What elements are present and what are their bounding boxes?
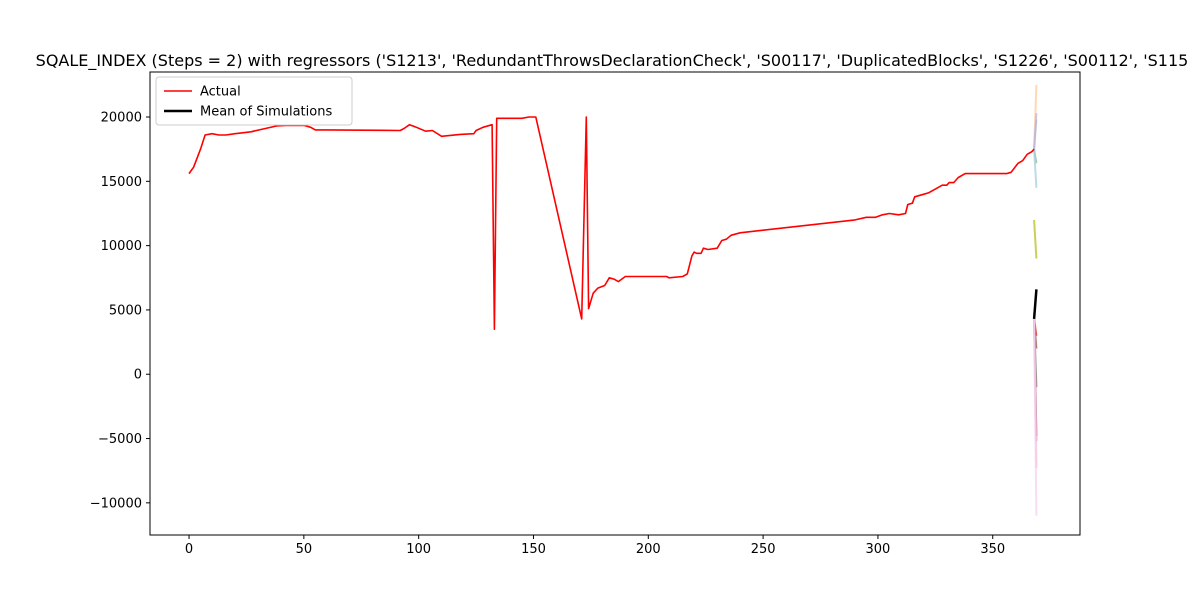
x-tick-label: 150 — [521, 542, 546, 557]
simulation-line-5 — [1033, 149, 1038, 188]
legend-box — [155, 76, 353, 126]
series-line-actual — [188, 116, 1035, 331]
x-tick-label: 350 — [980, 542, 1005, 557]
x-tick-label: 200 — [636, 542, 661, 557]
simulation-line-3 — [1033, 113, 1038, 150]
y-tick-label: 10000 — [101, 239, 142, 254]
y-tick-label: 20000 — [101, 111, 142, 126]
simulation-line-13 — [1033, 318, 1038, 516]
legend-label: Mean of Simulations — [200, 105, 332, 120]
simulation-lines — [1033, 84, 1038, 516]
x-tick-label: 50 — [296, 542, 313, 557]
simulation-line-6 — [1033, 219, 1038, 259]
series-lines — [188, 116, 1038, 331]
y-tick-label: 0 — [134, 368, 142, 383]
y-axis-ticks: −10000 −5000 0 5000 10000 15000 20000 — [90, 111, 150, 511]
y-tick-label: −5000 — [98, 432, 142, 447]
x-tick-label: 300 — [866, 542, 891, 557]
x-tick-label: 100 — [406, 542, 431, 557]
x-tick-label: 250 — [751, 542, 776, 557]
x-tick-label: 0 — [185, 542, 193, 557]
x-axis-ticks: 0 50 100 150 200 250 300 350 — [185, 535, 1005, 557]
legend-label: Actual — [200, 85, 241, 100]
plot-frame — [149, 71, 1081, 536]
y-tick-label: 5000 — [109, 303, 142, 318]
chart-title: SQALE_INDEX (Steps = 2) with regressors … — [36, 51, 1189, 71]
series-line-mean-of-simulations — [1032, 289, 1038, 319]
legend: Actual Mean of Simulations — [155, 76, 353, 126]
y-tick-label: −10000 — [90, 496, 142, 511]
y-tick-label: 15000 — [101, 175, 142, 190]
